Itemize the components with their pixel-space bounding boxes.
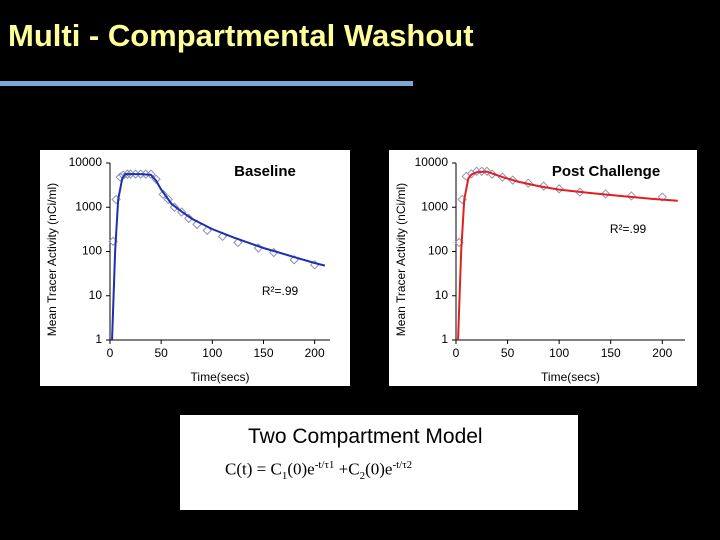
formula-part: C(t) = C: [225, 459, 282, 479]
formula-part: -t/τ2: [392, 459, 413, 471]
title-underline: [0, 81, 413, 86]
formula-part: -t/τ1: [314, 459, 335, 471]
y-axis-label: Mean Tracer Activity (nCi/ml): [394, 183, 408, 336]
data-point: [163, 194, 174, 205]
data-point: [115, 172, 125, 182]
chart-title: Post Challenge: [552, 163, 660, 180]
formula-part: +C: [334, 459, 360, 479]
model-box: Two Compartment Model C(t) = C1(0)e-t/τ1…: [180, 415, 578, 510]
data-point: [184, 213, 194, 224]
formula-part: 2: [359, 470, 366, 483]
data-point: [202, 225, 212, 236]
formula-part: (0)e: [365, 459, 393, 479]
x-tick-label: 100: [549, 346, 569, 360]
x-tick-label: 150: [601, 346, 621, 360]
fit-line: [457, 170, 678, 341]
x-tick-label: 50: [501, 346, 515, 360]
x-tick-label: 150: [253, 346, 273, 360]
x-tick-label: 200: [652, 346, 672, 360]
slide-title: Multi - Compartmental Washout: [8, 18, 474, 53]
y-tick-label: 1: [95, 332, 102, 346]
y-tick-label: 10000: [415, 155, 449, 169]
data-point: [482, 166, 492, 176]
data-point: [158, 189, 168, 200]
model-heading: Two Compartment Model: [248, 425, 483, 448]
y-tick-label: 1000: [421, 199, 448, 213]
x-tick-label: 200: [305, 346, 325, 360]
y-tick-label: 100: [428, 244, 448, 258]
y-tick-label: 10: [435, 288, 449, 302]
data-point: [600, 189, 611, 199]
chart-title: Baseline: [234, 163, 296, 180]
data-point: [122, 169, 133, 179]
chart-panel: [40, 150, 350, 386]
y-tick-label: 10: [89, 288, 103, 302]
y-tick-label: 1000: [75, 199, 102, 213]
data-point: [233, 237, 243, 248]
data-point: [554, 184, 564, 194]
x-axis-label: Time(secs): [191, 370, 250, 384]
y-tick-label: 1: [441, 332, 448, 346]
y-tick-label: 10000: [69, 155, 103, 169]
annotation: R²=.99: [262, 284, 299, 298]
x-tick-label: 0: [107, 346, 114, 360]
x-axis-label: Time(secs): [541, 370, 600, 384]
y-tick-label: 100: [82, 244, 102, 258]
fit-line: [111, 173, 326, 341]
formula-part: 1: [281, 470, 288, 483]
x-tick-label: 0: [453, 346, 460, 360]
formula-part: (0)e: [287, 459, 315, 479]
x-tick-label: 50: [154, 346, 168, 360]
data-point: [146, 169, 156, 179]
x-tick-label: 100: [202, 346, 222, 360]
chart-panel: [389, 150, 697, 386]
data-point: [523, 178, 533, 188]
data-point: [657, 192, 668, 202]
model-formula: C(t) = C1(0)e-t/τ1 +C2(0)e-t/τ2: [225, 459, 412, 482]
data-point: [626, 191, 637, 201]
y-axis-label: Mean Tracer Activity (nCi/ml): [45, 183, 59, 336]
data-point: [538, 181, 549, 191]
annotation: R²=.99: [610, 222, 647, 236]
data-point: [169, 202, 180, 212]
